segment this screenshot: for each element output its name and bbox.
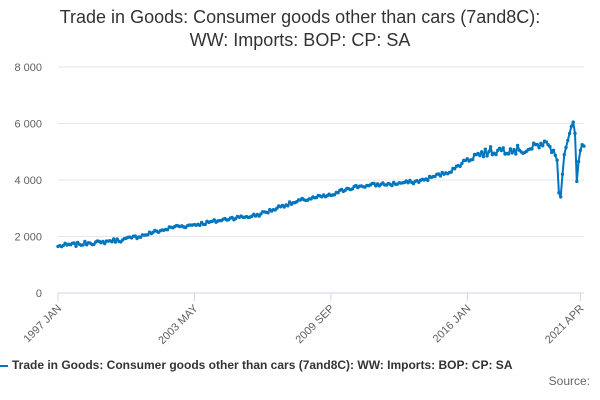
data-point	[480, 150, 484, 154]
data-point	[508, 147, 513, 151]
y-tick-label: 0	[36, 288, 42, 300]
data-point	[449, 170, 453, 174]
data-point	[390, 183, 394, 188]
data-point	[551, 148, 556, 152]
legend-label: Trade in Goods: Consumer goods other tha…	[12, 358, 513, 372]
y-tick-label: 8 000	[14, 62, 42, 74]
data-point	[458, 164, 462, 169]
data-point	[530, 147, 534, 151]
data-point	[560, 172, 565, 176]
series-layer	[56, 120, 586, 249]
y-tick-label: 4 000	[14, 175, 42, 187]
data-point	[133, 234, 137, 238]
data-point	[573, 131, 577, 136]
data-point	[562, 152, 566, 157]
data-point	[564, 145, 568, 150]
data-point	[559, 195, 563, 199]
data-point	[553, 153, 557, 157]
data-point	[266, 211, 270, 215]
data-point	[230, 215, 234, 220]
data-point	[485, 154, 489, 158]
data-point	[74, 244, 78, 248]
data-point	[557, 191, 561, 195]
data-point	[81, 243, 85, 247]
data-point	[499, 148, 504, 153]
chart-title-line2: WW: Imports: BOP: CP: SA	[189, 30, 411, 50]
data-point	[471, 157, 475, 162]
data-point	[548, 144, 552, 149]
data-point	[576, 159, 581, 164]
data-point	[146, 233, 150, 237]
x-tick-label: 2016 JAN	[431, 303, 474, 346]
data-point	[287, 200, 292, 204]
data-point	[515, 143, 520, 148]
data-point	[539, 141, 543, 145]
x-tick-label: 2003 MAY	[156, 302, 201, 347]
data-point	[544, 140, 548, 144]
data-point	[83, 239, 87, 244]
data-point	[336, 191, 340, 195]
data-point	[501, 146, 505, 150]
x-tick-label: 2009 SEP	[293, 303, 337, 347]
x-tick-label: 1997 JAN	[21, 303, 64, 346]
y-tick-label: 6 000	[14, 119, 42, 131]
data-point	[212, 218, 216, 222]
data-point	[481, 154, 486, 159]
data-point	[103, 241, 107, 246]
data-point	[535, 142, 539, 147]
data-point	[198, 223, 202, 228]
data-point	[569, 124, 574, 128]
data-point	[488, 145, 493, 149]
data-point	[571, 120, 575, 124]
source-note: Source:	[548, 374, 590, 388]
data-point	[506, 152, 511, 156]
data-point	[286, 204, 290, 208]
y-tick-label: 2 000	[14, 232, 42, 244]
data-point	[115, 237, 119, 241]
data-point	[483, 147, 487, 151]
data-point	[113, 240, 118, 244]
data-point	[578, 148, 583, 152]
legend[interactable]: Trade in Goods: Consumer goods other tha…	[0, 356, 600, 374]
x-tick-label: 2021 APR	[543, 303, 587, 347]
data-point	[112, 237, 116, 241]
data-point	[478, 153, 482, 158]
data-point	[487, 150, 491, 154]
data-point	[332, 193, 337, 197]
data-point	[426, 178, 430, 183]
data-point	[582, 144, 586, 148]
data-point	[537, 146, 541, 150]
data-point	[566, 138, 570, 143]
series-line	[57, 121, 585, 248]
data-point	[512, 147, 516, 152]
data-point	[203, 222, 207, 227]
data-point	[567, 131, 572, 136]
data-point	[453, 167, 457, 171]
data-point	[372, 181, 376, 186]
data-point	[72, 241, 76, 245]
data-point	[575, 179, 579, 184]
data-point	[541, 144, 545, 148]
chart-title: Trade in Goods: Consumer goods other tha…	[0, 6, 600, 52]
legend-swatch	[0, 364, 8, 367]
data-point	[555, 158, 559, 162]
data-point	[438, 174, 443, 178]
data-point	[92, 242, 96, 247]
data-point	[460, 161, 464, 166]
data-point	[110, 240, 114, 244]
data-point	[138, 235, 143, 239]
data-point	[494, 152, 498, 157]
chart-title-line1: Trade in Goods: Consumer goods other tha…	[59, 7, 541, 27]
data-point	[514, 152, 518, 156]
data-point	[165, 228, 170, 232]
axes: 0 2 000 4 000 6 000 8 000 1997 JAN 2003 MAY 200…	[14, 62, 586, 347]
data-point	[350, 187, 355, 191]
data-point	[510, 151, 514, 155]
